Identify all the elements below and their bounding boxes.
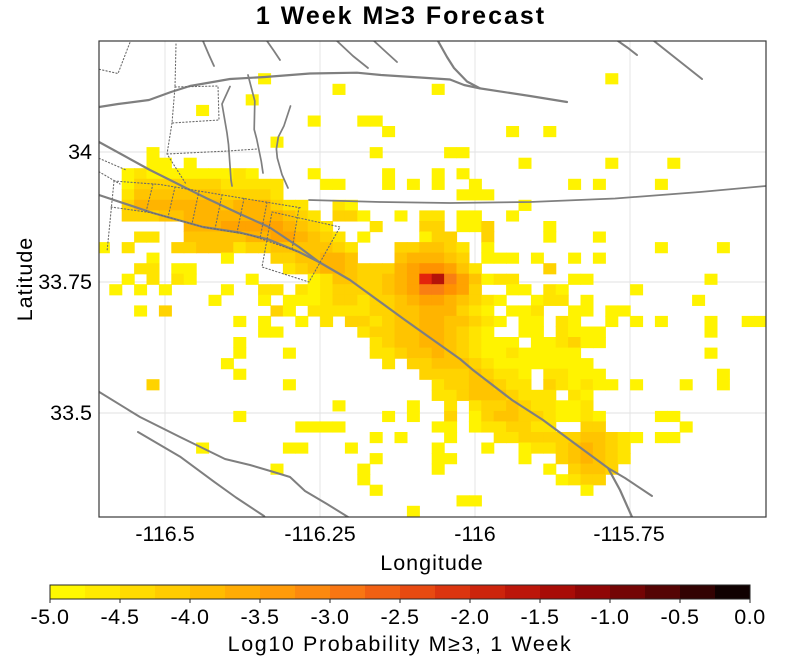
svg-text:-5.0: -5.0 xyxy=(30,605,69,629)
svg-text:-1.5: -1.5 xyxy=(520,605,559,629)
svg-text:-115.75: -115.75 xyxy=(593,522,664,546)
svg-text:Longitude: Longitude xyxy=(380,551,483,575)
svg-text:33.5: 33.5 xyxy=(50,401,92,425)
svg-text:-3.5: -3.5 xyxy=(240,605,279,629)
svg-text:-3.0: -3.0 xyxy=(310,605,349,629)
svg-text:-2.5: -2.5 xyxy=(380,605,419,629)
svg-text:-1.0: -1.0 xyxy=(590,605,629,629)
svg-text:33.75: 33.75 xyxy=(38,270,92,294)
svg-text:-4.5: -4.5 xyxy=(100,605,139,629)
svg-text:-116.5: -116.5 xyxy=(135,522,194,546)
svg-text:-116.25: -116.25 xyxy=(284,522,355,546)
svg-text:-2.0: -2.0 xyxy=(450,605,489,629)
svg-text:Log10 Probability M≥3, 1 Week: Log10 Probability M≥3, 1 Week xyxy=(228,632,573,656)
svg-text:1 Week M≥3 Forecast: 1 Week M≥3 Forecast xyxy=(256,2,546,30)
svg-text:-4.0: -4.0 xyxy=(170,605,209,629)
svg-text:-116: -116 xyxy=(454,522,495,546)
svg-text:34: 34 xyxy=(68,140,92,164)
svg-text:0.0: 0.0 xyxy=(734,605,765,629)
svg-text:-0.5: -0.5 xyxy=(660,605,699,629)
svg-text:Latitude: Latitude xyxy=(13,237,37,322)
